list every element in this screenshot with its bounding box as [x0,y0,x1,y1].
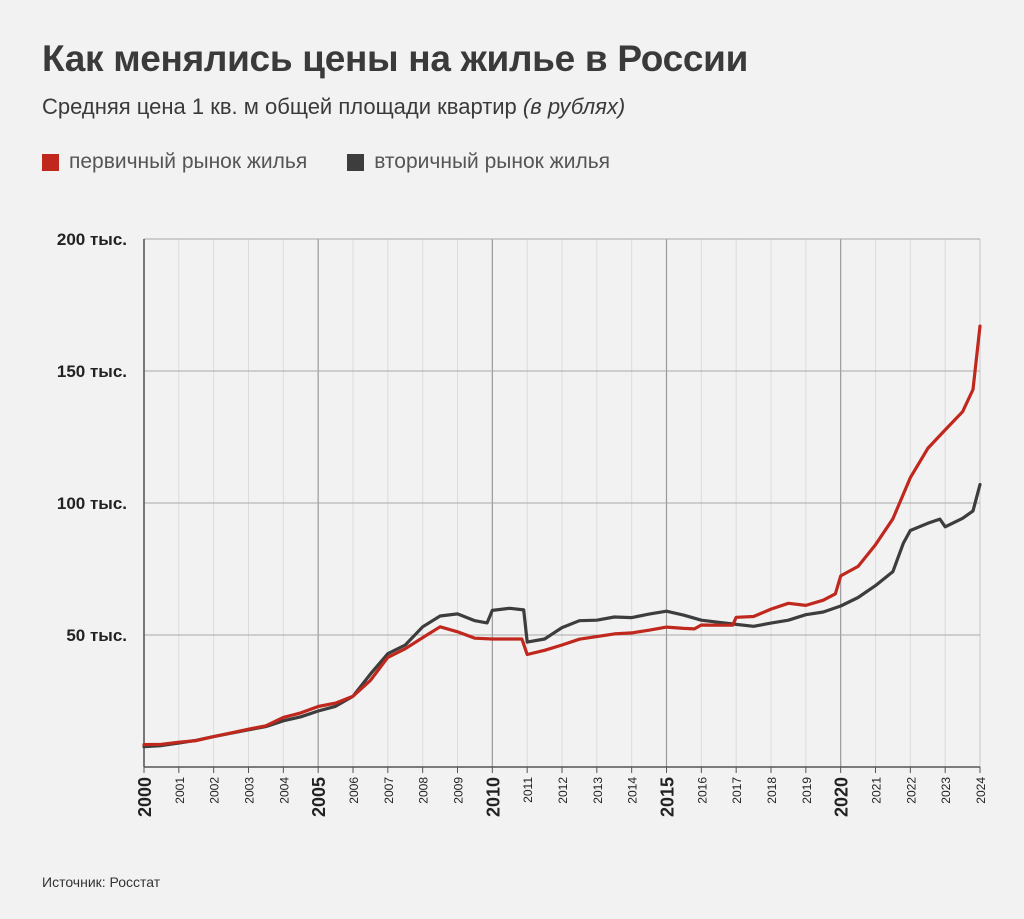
x-tick-label: 2018 [765,777,779,804]
y-tick-label: 150 тыс. [57,362,127,381]
subtitle-unit: (в рублях) [522,94,626,119]
page-title: Как менялись цены на жилье в России [42,38,749,79]
legend-label-primary: первичный рынок жилья [69,150,308,173]
x-tick-label: 2003 [243,777,257,804]
subtitle-text: Средняя цена 1 кв. м общей площади кварт… [42,94,517,119]
y-tick-label: 50 тыс. [66,626,127,645]
x-tick-label: 2007 [382,777,396,804]
x-tick-label: 2009 [452,777,466,804]
x-tick-label: 2022 [904,777,918,804]
x-tick-label: 2023 [939,777,953,804]
legend-swatch-primary [42,153,59,171]
x-tick-label: 2020 [832,777,852,817]
x-tick-label: 2021 [870,777,884,804]
legend-item-primary: первичный рынок жилья [42,150,307,174]
source-note: Источник: Росстат [42,874,161,890]
x-tick-label: 2001 [173,777,187,804]
page-subtitle: Средняя цена 1 кв. м общей площади кварт… [42,94,625,120]
x-tick-label: 2011 [521,777,535,803]
x-tick-label: 2024 [974,777,988,804]
x-tick-label: 2015 [658,777,678,817]
x-tick-label: 2019 [800,777,814,804]
y-tick-label: 200 тыс. [57,230,127,249]
series-line-secondary [142,482,982,749]
x-tick-label: 2000 [135,777,155,817]
x-tick-label: 2010 [483,777,503,817]
legend-swatch-secondary [347,153,365,171]
x-tick-label: 2013 [591,777,605,804]
legend-item-secondary: вторичный рынок жилья [347,150,610,174]
series-line-primary [142,324,982,747]
x-tick-label: 2002 [208,777,222,804]
x-tick-label: 2012 [556,777,570,804]
x-tick-label: 2006 [347,777,361,804]
x-tick-label: 2017 [730,777,744,804]
x-tick-label: 2005 [309,777,329,817]
x-tick-label: 2014 [626,777,640,804]
chart-legend: первичный рынок жилья вторичный рынок жи… [42,150,610,174]
y-tick-label: 100 тыс. [57,494,127,513]
x-tick-label: 2008 [417,777,431,804]
x-tick-label: 2016 [695,777,709,804]
x-tick-label: 2004 [277,777,291,804]
legend-label-secondary: вторичный рынок жилья [374,150,611,173]
